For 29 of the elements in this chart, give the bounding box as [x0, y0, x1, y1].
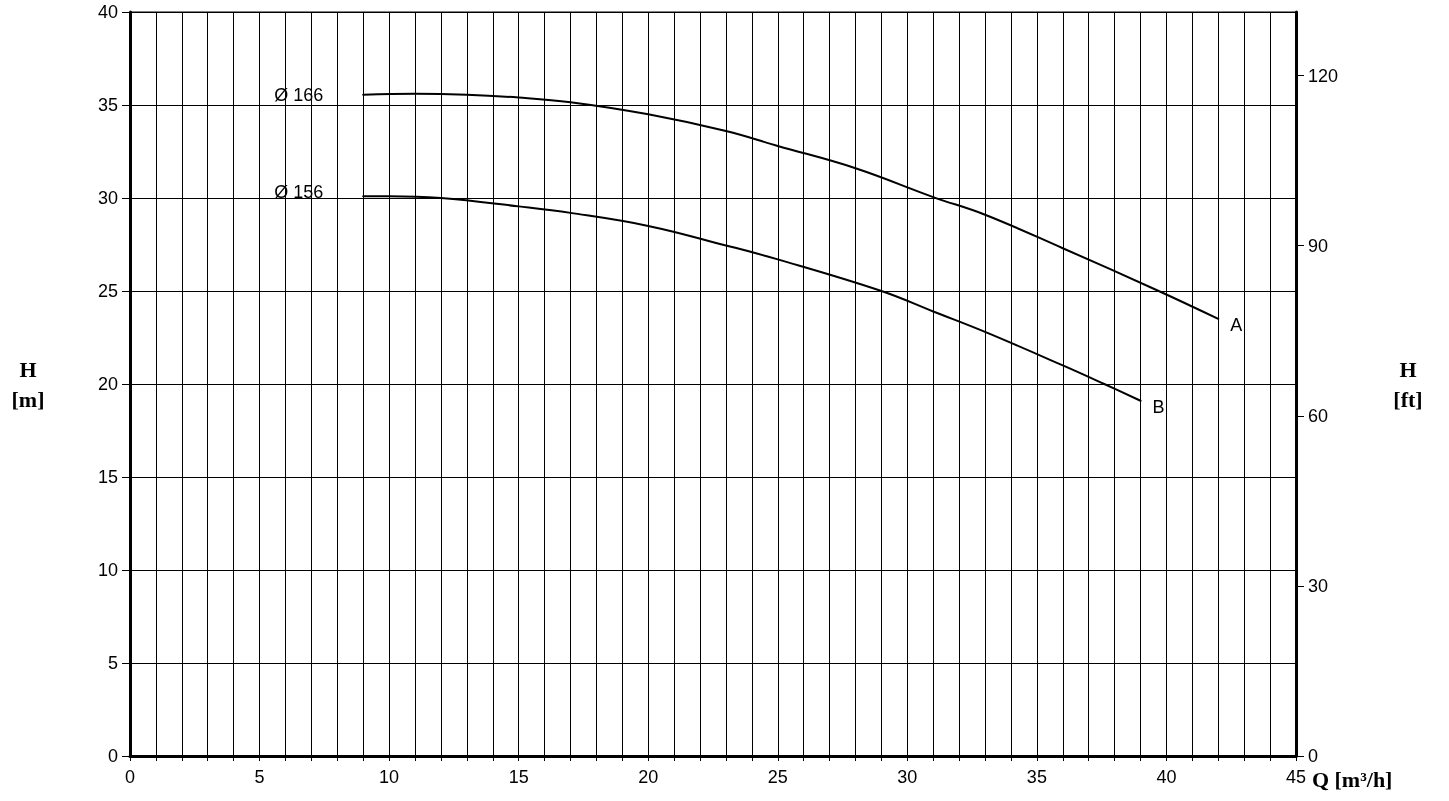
series-label: A	[1230, 314, 1243, 335]
x-axis-title: Q [m³/h]	[1311, 766, 1393, 792]
y2-tick-label: 30	[1308, 575, 1329, 596]
y-tick-label: 30	[97, 188, 118, 208]
x-tick-label: 10	[379, 767, 400, 787]
series-label: B	[1152, 396, 1165, 417]
y-tick-label: 5	[107, 653, 118, 673]
y-tick-label: 10	[97, 560, 118, 580]
y-tick-label: 20	[97, 374, 118, 394]
x-tick-label: 20	[638, 767, 659, 787]
y2-tick-label: 90	[1308, 235, 1329, 256]
y-tick-label: 35	[97, 95, 118, 115]
y-axis-title: H [m]	[11, 356, 45, 412]
y2-tick-label: 120	[1308, 65, 1339, 86]
x-tick-label: 0	[124, 767, 136, 787]
x-tick-label: 30	[897, 767, 918, 787]
x-tick-label: 5	[254, 767, 265, 787]
y-tick-label: 0	[107, 746, 118, 766]
y-tick-label: 15	[97, 467, 118, 487]
y2-tick-label: 60	[1308, 405, 1329, 426]
x-tick-label: 35	[1026, 767, 1047, 787]
x-tick-label: 25	[767, 767, 788, 787]
y2-axis-title: H [ft]	[1393, 356, 1423, 412]
x-tick-label: 15	[508, 767, 529, 787]
y-tick-label: 25	[97, 281, 118, 301]
x-tick-label: 40	[1156, 767, 1177, 787]
y-tick-label: 40	[97, 2, 118, 22]
y2-tick-label: 0	[1308, 746, 1319, 766]
x-tick-label: 45	[1285, 767, 1307, 787]
